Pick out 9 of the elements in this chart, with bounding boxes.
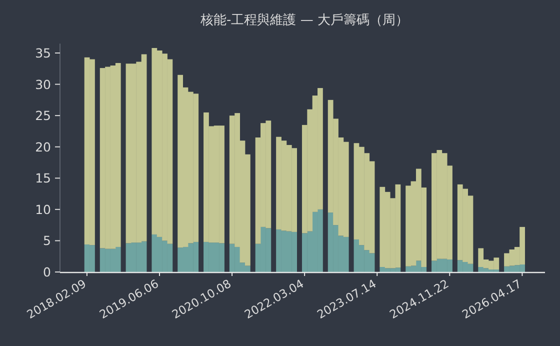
y-tick-label: 0	[43, 264, 52, 280]
y-tick-label: 30	[35, 76, 52, 92]
y-tick-label: 10	[35, 202, 52, 217]
y-tick-label: 35	[35, 46, 51, 60]
y-tick-label: 15	[35, 170, 51, 186]
y-tick-label: 5	[43, 233, 51, 248]
y-tick-label: 25	[35, 108, 51, 124]
y-tick-label: 20	[35, 139, 52, 154]
chart-title: 核能-工程與維護 — 大戶籌碼（周）	[200, 13, 408, 28]
